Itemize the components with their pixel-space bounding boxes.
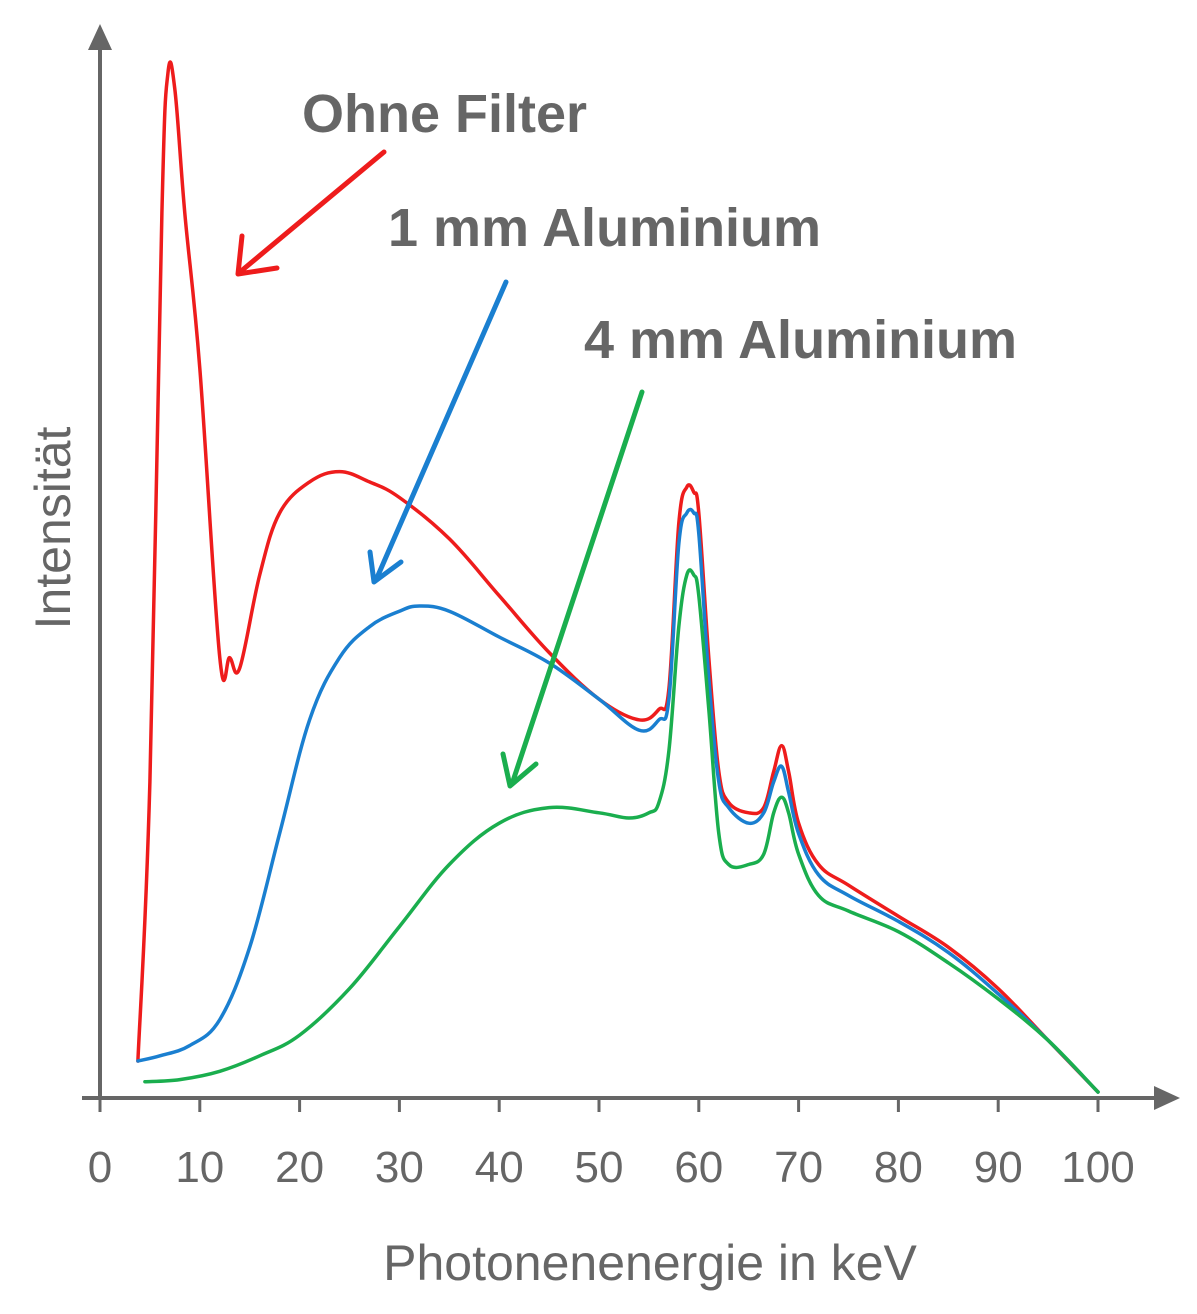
annotation-4mm-aluminium: 4 mm Aluminium (584, 310, 1017, 370)
x-tick-label: 60 (674, 1143, 723, 1192)
x-tick-label: 40 (475, 1143, 524, 1192)
y-axis-arrowhead (88, 24, 112, 50)
x-tick-label: 0 (88, 1143, 112, 1192)
series-line-1 (136, 507, 1100, 1094)
series-group (136, 60, 1100, 1094)
x-axis-title: Photonenenergie in keV (383, 1235, 917, 1291)
x-tick-label: 30 (375, 1143, 424, 1192)
x-axis-arrowhead (1154, 1086, 1180, 1110)
x-tick-label: 70 (774, 1143, 823, 1192)
y-axis-title: Intensität (25, 426, 81, 629)
annotations: Ohne Filter 1 mm Aluminium 4 mm Aluminiu… (302, 84, 1017, 370)
arrow-1mm-aluminium (373, 279, 509, 583)
arrowhead-1mm-aluminium (367, 549, 404, 585)
x-tick-label: 20 (275, 1143, 324, 1192)
series-line-2 (143, 568, 1100, 1094)
x-tick-label: 80 (874, 1143, 923, 1192)
annotation-ohne-filter: Ohne Filter (302, 84, 587, 144)
x-ticks: 0 10 20 30 40 50 60 70 80 90 100 (88, 1098, 1135, 1192)
arrowhead-ohne-filter (235, 233, 280, 277)
annotation-1mm-aluminium: 1 mm Aluminium (388, 198, 821, 258)
arrow-ohne-filter (237, 149, 387, 275)
arrow-4mm-aluminium (509, 389, 645, 787)
arrowhead-4mm-aluminium (500, 751, 539, 789)
x-tick-label: 10 (175, 1143, 224, 1192)
axes (82, 24, 1180, 1110)
x-tick-label: 90 (974, 1143, 1023, 1192)
x-tick-label: 100 (1061, 1143, 1134, 1192)
annotation-arrows (235, 149, 645, 789)
x-tick-label: 50 (575, 1143, 624, 1192)
